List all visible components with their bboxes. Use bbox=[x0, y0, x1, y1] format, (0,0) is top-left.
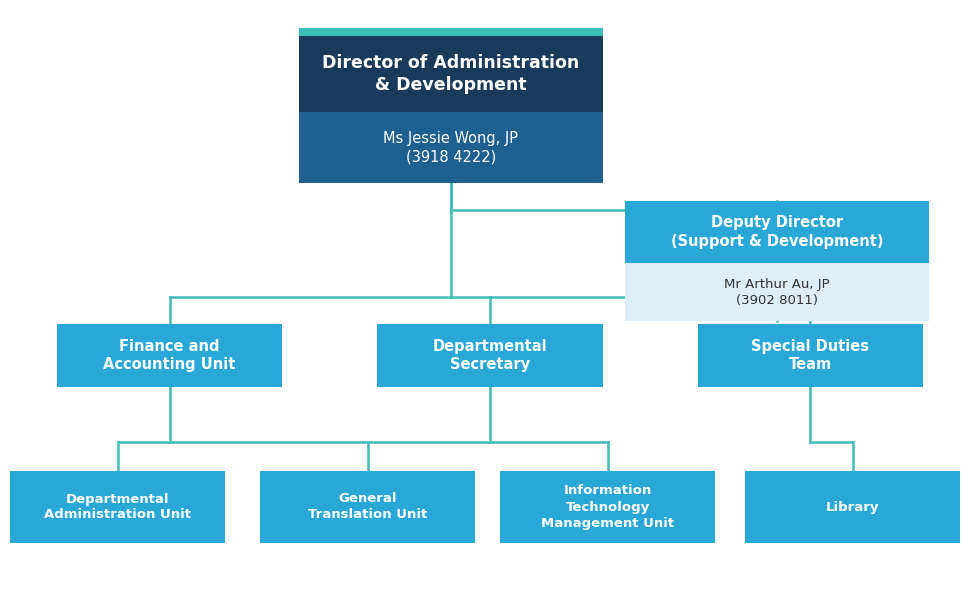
Text: General
Translation Unit: General Translation Unit bbox=[308, 493, 427, 521]
FancyBboxPatch shape bbox=[625, 201, 929, 263]
Text: Ms Jessie Wong, JP
(3918 4222): Ms Jessie Wong, JP (3918 4222) bbox=[383, 131, 518, 164]
FancyBboxPatch shape bbox=[299, 28, 603, 36]
FancyBboxPatch shape bbox=[10, 471, 225, 543]
Text: Library: Library bbox=[826, 500, 879, 514]
FancyBboxPatch shape bbox=[299, 36, 603, 112]
Text: Departmental
Secretary: Departmental Secretary bbox=[433, 338, 547, 372]
FancyBboxPatch shape bbox=[625, 263, 929, 321]
FancyBboxPatch shape bbox=[500, 471, 715, 543]
Text: Special Duties
Team: Special Duties Team bbox=[752, 338, 869, 372]
FancyBboxPatch shape bbox=[260, 471, 475, 543]
FancyBboxPatch shape bbox=[698, 324, 923, 387]
FancyBboxPatch shape bbox=[299, 112, 603, 183]
Text: Director of Administration
& Development: Director of Administration & Development bbox=[322, 54, 579, 94]
Text: Departmental
Administration Unit: Departmental Administration Unit bbox=[44, 493, 191, 521]
Text: Mr Arthur Au, JP
(3902 8011): Mr Arthur Au, JP (3902 8011) bbox=[724, 278, 830, 307]
FancyBboxPatch shape bbox=[377, 324, 603, 387]
Text: Information
Technology
Management Unit: Information Technology Management Unit bbox=[541, 485, 674, 529]
Text: Deputy Director
(Support & Development): Deputy Director (Support & Development) bbox=[671, 215, 883, 249]
FancyBboxPatch shape bbox=[57, 324, 282, 387]
Text: Finance and
Accounting Unit: Finance and Accounting Unit bbox=[103, 338, 236, 372]
FancyBboxPatch shape bbox=[745, 471, 960, 543]
